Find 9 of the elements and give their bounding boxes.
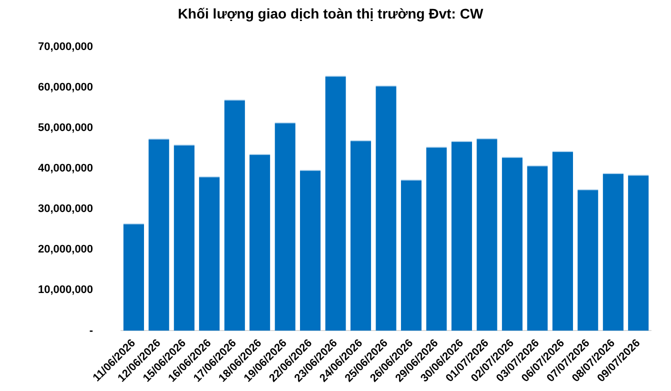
y-tick-label: 20,000,000 — [38, 244, 94, 256]
y-tick-label: 10,000,000 — [38, 284, 94, 296]
y-tick-label: 40,000,000 — [38, 162, 94, 175]
chart-title: Khối lượng giao dịch toàn thị trường Đvt: CW — [178, 5, 484, 22]
y-tick-label: 50,000,000 — [38, 122, 94, 134]
y-tick-label: - — [89, 324, 94, 337]
y-tick-label: 60,000,000 — [38, 81, 94, 94]
y-tick-label: 30,000,000 — [38, 203, 94, 216]
y-tick-label: 70,000,000 — [38, 40, 94, 53]
